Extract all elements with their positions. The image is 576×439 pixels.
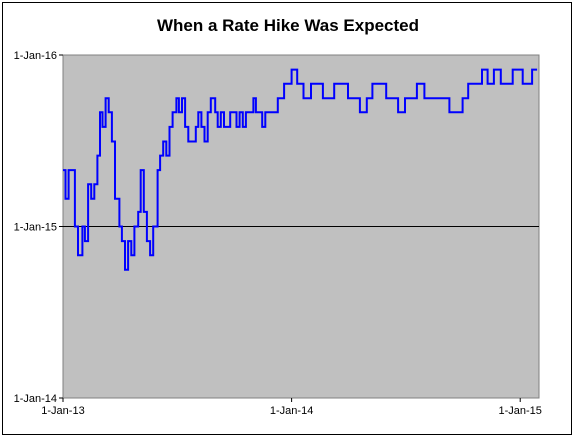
x-tick-label: 1-Jan-13	[41, 405, 84, 417]
x-tick-label: 1-Jan-14	[270, 405, 313, 417]
y-axis: 1-Jan-14 1-Jan-15 1-Jan-16	[14, 50, 63, 405]
series-line	[63, 68, 538, 271]
y-tick-label: 1-Jan-15	[14, 222, 57, 234]
y-tick-label: 1-Jan-16	[14, 50, 57, 62]
chart-title: When a Rate Hike Was Expected	[156, 16, 419, 35]
x-tick-label: 1-Jan-15	[498, 405, 541, 417]
x-axis: 1-Jan-13 1-Jan-14 1-Jan-15	[41, 398, 542, 417]
y-tick-label: 1-Jan-14	[14, 393, 57, 405]
